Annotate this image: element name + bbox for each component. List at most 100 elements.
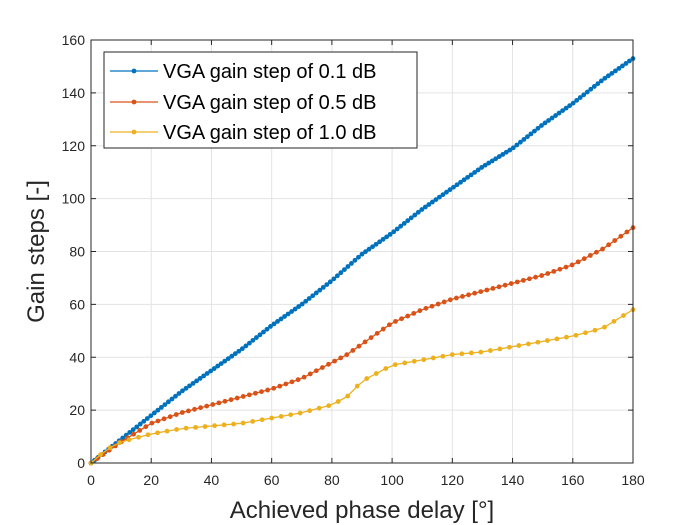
data-point — [613, 68, 618, 74]
data-point — [517, 139, 523, 145]
data-point — [208, 368, 214, 374]
data-point — [306, 296, 312, 301]
data-point — [130, 427, 136, 433]
legend-label: VGA gain step of 0.1 dB — [163, 61, 376, 83]
data-point — [533, 274, 538, 280]
data-point — [377, 239, 382, 245]
legend-swatch-marker — [131, 68, 137, 74]
data-point — [401, 221, 407, 226]
data-point — [556, 110, 562, 116]
data-point — [482, 162, 488, 168]
data-point — [229, 353, 235, 359]
data-point — [484, 287, 490, 293]
data-point — [503, 149, 509, 155]
data-point — [301, 374, 307, 380]
data-point — [126, 437, 132, 443]
data-point — [570, 100, 576, 106]
data-point — [433, 197, 439, 202]
data-point — [387, 322, 392, 328]
data-point — [332, 358, 337, 364]
data-point — [127, 430, 133, 435]
data-point — [583, 330, 588, 336]
data-point — [437, 194, 442, 200]
data-point — [349, 261, 354, 266]
data-point — [478, 289, 484, 294]
data-point — [173, 412, 179, 417]
legend-swatch-marker — [131, 99, 137, 105]
data-point — [316, 405, 322, 411]
data-point — [218, 361, 224, 366]
data-point — [231, 421, 237, 427]
data-point — [246, 340, 252, 346]
data-point — [602, 324, 607, 330]
data-point — [612, 238, 618, 243]
data-point — [591, 84, 597, 89]
data-point — [246, 392, 252, 398]
data-point — [313, 368, 319, 374]
data-point — [545, 271, 551, 276]
data-point — [405, 313, 411, 319]
data-point — [600, 246, 605, 252]
data-point — [243, 343, 249, 349]
data-point — [502, 282, 508, 288]
data-point — [212, 423, 218, 429]
data-point — [453, 295, 459, 301]
data-point — [575, 259, 581, 265]
data-point — [277, 383, 283, 389]
data-point — [261, 329, 266, 335]
data-point — [234, 395, 240, 401]
data-point — [297, 410, 303, 416]
data-point — [387, 231, 393, 237]
data-point — [289, 379, 295, 385]
data-point — [370, 244, 375, 250]
data-point — [567, 103, 573, 109]
data-point — [475, 167, 481, 173]
data-point — [384, 234, 390, 240]
data-point — [278, 316, 284, 322]
data-point — [461, 177, 467, 183]
data-point — [507, 147, 513, 153]
data-point — [345, 393, 351, 399]
data-point — [623, 61, 629, 66]
data-point — [435, 301, 441, 307]
data-point — [545, 338, 550, 343]
data-point — [356, 254, 361, 260]
data-point — [313, 290, 319, 296]
data-point — [454, 182, 460, 188]
data-point — [426, 202, 432, 207]
data-point — [236, 348, 242, 354]
data-point — [440, 353, 446, 359]
data-point — [468, 350, 474, 356]
data-point — [296, 304, 302, 309]
data-point — [187, 383, 192, 389]
data-point — [553, 113, 558, 118]
data-point — [271, 385, 277, 391]
data-point — [510, 145, 516, 151]
data-point — [356, 343, 362, 349]
data-point — [288, 412, 294, 418]
data-point — [317, 287, 323, 293]
data-point — [557, 266, 563, 272]
data-point — [478, 349, 484, 355]
data-point — [616, 65, 622, 71]
data-point — [496, 154, 502, 159]
data-point — [166, 399, 171, 405]
x-tick-label: 20 — [143, 472, 159, 488]
data-point — [526, 341, 531, 347]
legend-entry-2: VGA gain step of 1.0 dB — [110, 122, 376, 144]
data-point — [240, 394, 246, 399]
data-point — [569, 262, 575, 268]
series-1 — [88, 225, 636, 466]
data-point — [307, 371, 313, 377]
data-point — [141, 418, 147, 424]
data-point — [421, 357, 427, 363]
data-point — [364, 376, 370, 381]
data-point — [201, 373, 207, 379]
data-point — [408, 215, 414, 221]
data-point — [429, 303, 435, 309]
data-point — [542, 120, 548, 126]
data-point — [535, 339, 541, 345]
data-point — [183, 385, 189, 391]
data-point — [344, 352, 350, 358]
data-point — [605, 73, 611, 79]
